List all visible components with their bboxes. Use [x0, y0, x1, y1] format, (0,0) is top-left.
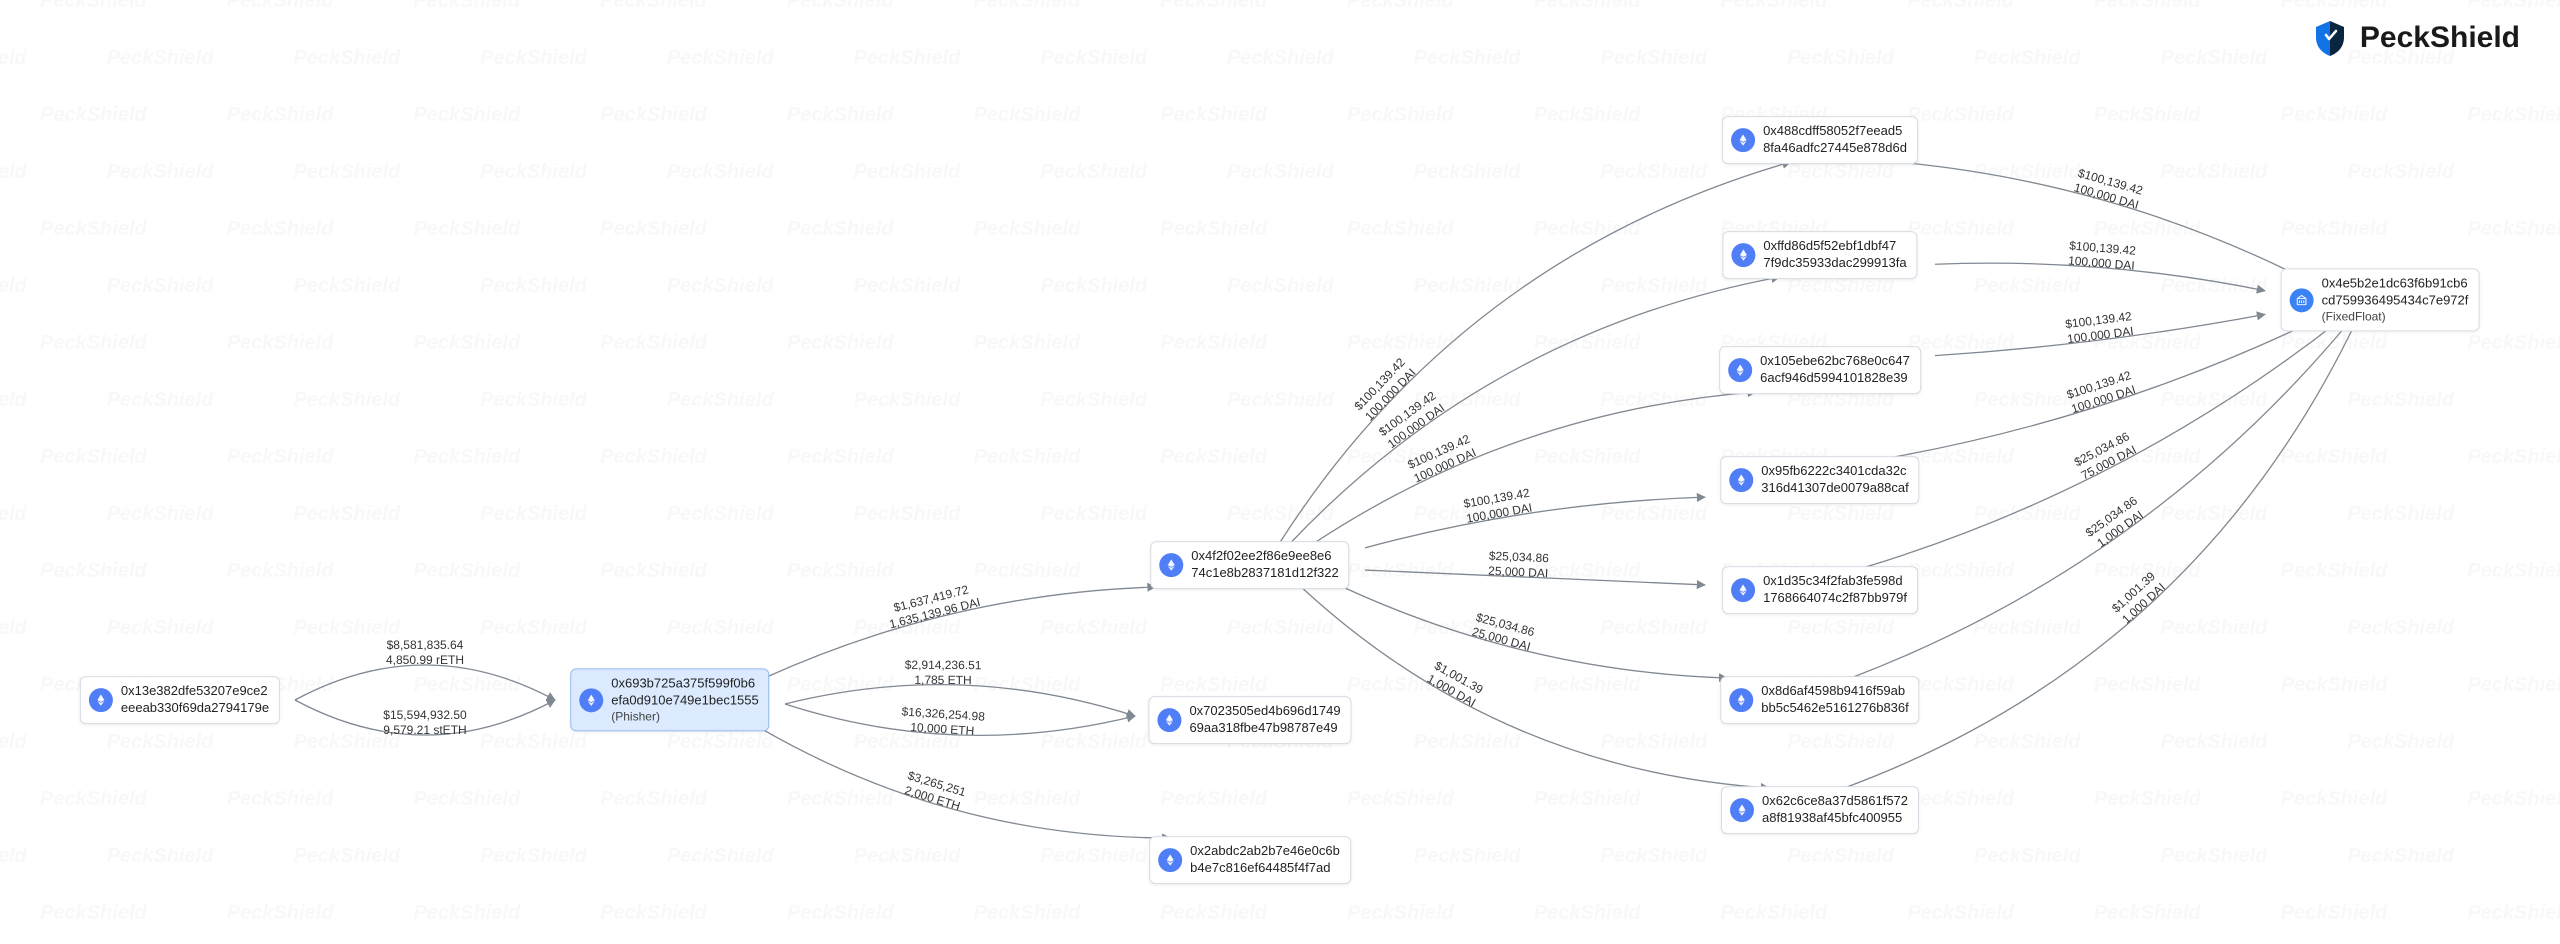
brand-logo: PeckShield [2310, 18, 2520, 58]
edge-amount-token: 9,579.21 stETH [383, 723, 466, 738]
address-line2: eeeab330f69da2794179e [121, 700, 269, 717]
address-line1: 0x4e5b2e1dc63f6b91cb6 [2322, 275, 2469, 292]
ethereum-icon [1731, 243, 1755, 267]
edge-h6-dest-18 [1851, 322, 2349, 678]
address-line1: 0x105ebe62bc768e0c647 [1760, 353, 1910, 370]
brand-name: PeckShield [2360, 21, 2520, 55]
edge-m1-h6-11 [1343, 587, 1727, 678]
address-node-m2[interactable]: 0x7023505ed4b696d174969aa318fbe47b98787e… [1148, 696, 1351, 744]
edge-amount-token: 1,785 ETH [905, 672, 982, 687]
address-line1: 0x488cdff58052f7eead5 [1763, 123, 1907, 140]
ethereum-icon [1729, 468, 1753, 492]
address-tag: (Phisher) [611, 709, 758, 725]
ethereum-icon [1731, 128, 1755, 152]
address-node-src[interactable]: 0x13e382dfe53207e9ce2eeeab330f69da279417… [80, 676, 280, 724]
shield-icon [2310, 18, 2350, 58]
address-line2: a8f81938af45bfc400955 [1762, 810, 1908, 827]
address-line1: 0x4f2f02ee2f86e9ee8e6 [1191, 548, 1338, 565]
edge-label: $25,034.8625,000 DAI [1488, 548, 1549, 581]
address-line1: 0xffd86d5f52ebf1dbf47 [1763, 238, 1906, 255]
address-line2: 74c1e8b2837181d12f322 [1191, 565, 1338, 582]
address-line1: 0x7023505ed4b696d1749 [1189, 703, 1340, 720]
edge-label: $16,326,254.9810,000 ETH [900, 705, 985, 740]
ethereum-icon [89, 688, 113, 712]
edge-amount-token: 4,850.99 rETH [386, 653, 464, 668]
address-line1: 0x1d35c34f2fab3fe598d [1763, 573, 1907, 590]
address-node-phisher[interactable]: 0x693b725a375f599f0b6efa0d910e749e1bec15… [570, 668, 769, 731]
edge-m1-h1-6 [1280, 162, 1791, 543]
address-line2: 316d41307de0079a88caf [1761, 480, 1908, 497]
edge-amount-token: 25,000 DAI [1488, 563, 1549, 581]
address-line2: 69aa318fbe47b98787e49 [1189, 720, 1340, 737]
edge-label: $100,139.42100,000 DAI [2067, 238, 2136, 273]
address-node-h6[interactable]: 0x8d6af4598b9416f59abbb5c5462e5161276b83… [1720, 676, 1919, 724]
address-node-h4[interactable]: 0x95fb6222c3401cda32c316d41307de0079a88c… [1720, 456, 1919, 504]
edge-src-phisher-0 [295, 665, 555, 700]
edge-label: $15,594,932.509,579.21 stETH [383, 708, 466, 738]
address-line1: 0x8d6af4598b9416f59ab [1761, 683, 1908, 700]
address-node-dest[interactable]: 0x4e5b2e1dc63f6b91cb6cd759936495434c7e97… [2281, 268, 2480, 331]
address-node-h5[interactable]: 0x1d35c34f2fab3fe598d1768664074c2f87bb97… [1722, 566, 1918, 614]
address-line2: 7f9dc35933dac299913fa [1763, 255, 1906, 272]
edge-label: $2,914,236.511,785 ETH [905, 657, 982, 687]
ethereum-icon [579, 688, 603, 712]
edge-phisher-m3-5 [750, 722, 1171, 838]
address-line1: 0x13e382dfe53207e9ce2 [121, 683, 269, 700]
ethereum-icon [1729, 688, 1753, 712]
address-node-h2[interactable]: 0xffd86d5f52ebf1dbf477f9dc35933dac299913… [1722, 231, 1917, 279]
address-node-m1[interactable]: 0x4f2f02ee2f86e9ee8e674c1e8b2837181d12f3… [1150, 541, 1349, 589]
edge-m1-h4-9 [1365, 497, 1705, 548]
address-node-m3[interactable]: 0x2abdc2ab2b7e46e0c6bb4e7c816ef64485f4f7… [1149, 836, 1351, 884]
ethereum-icon [1157, 708, 1181, 732]
edge-amount-usd: $15,594,932.50 [383, 708, 466, 723]
ethereum-icon [1158, 848, 1182, 872]
edge-amount-usd: $2,914,236.51 [905, 657, 982, 672]
address-node-h1[interactable]: 0x488cdff58052f7eead58fa46adfc27445e878d… [1722, 116, 1918, 164]
address-node-h3[interactable]: 0x105ebe62bc768e0c6476acf946d5994101828e… [1719, 346, 1921, 394]
address-line2: 8fa46adfc27445e878d6d [1763, 140, 1907, 157]
address-line2: bb5c5462e5161276b836f [1761, 700, 1908, 717]
address-line2: efa0d910e749e1bec1555 [611, 692, 758, 709]
address-node-h7[interactable]: 0x62c6ce8a37d5861f572a8f81938af45bfc4009… [1721, 786, 1919, 834]
address-line1: 0x2abdc2ab2b7e46e0c6b [1190, 843, 1340, 860]
ethereum-icon [1728, 358, 1752, 382]
flow-graph-edges [0, 0, 2560, 944]
exchange-icon [2290, 288, 2314, 312]
address-line1: 0x693b725a375f599f0b6 [611, 675, 758, 692]
address-line2: b4e7c816ef64485f4f7ad [1190, 860, 1340, 877]
edge-label: $8,581,835.644,850.99 rETH [386, 638, 464, 668]
ethereum-icon [1731, 578, 1755, 602]
edge-m1-h7-12 [1301, 587, 1769, 788]
address-line2: 6acf946d5994101828e39 [1760, 370, 1910, 387]
address-line1: 0x62c6ce8a37d5861f572 [1762, 793, 1908, 810]
address-line2: 1768664074c2f87bb979f [1763, 590, 1907, 607]
ethereum-icon [1159, 553, 1183, 577]
address-line2: cd759936495434c7e972f [2322, 292, 2469, 309]
address-tag: (FixedFloat) [2322, 309, 2469, 325]
ethereum-icon [1730, 798, 1754, 822]
address-line1: 0x95fb6222c3401cda32c [1761, 463, 1908, 480]
edge-amount-usd: $8,581,835.64 [386, 638, 464, 653]
